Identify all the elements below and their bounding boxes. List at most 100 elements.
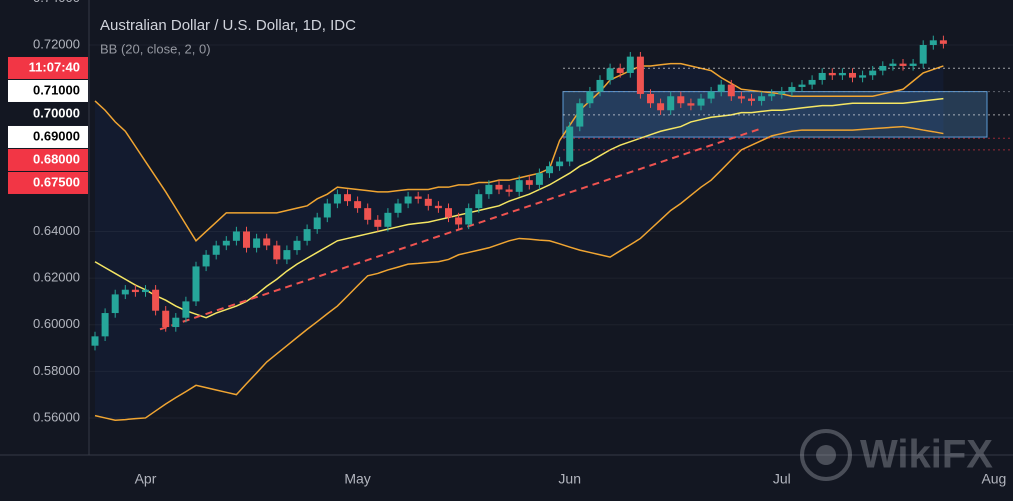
x-tick-label: Apr [135, 471, 157, 487]
candle-body [859, 75, 867, 78]
price-label-background [8, 171, 88, 194]
candle-body [323, 203, 331, 218]
price-scale: 0.56000 0.58000 0.60000 0.62000 0.64000 0.720… [0, 0, 90, 455]
price-label: 0.68000 [33, 151, 80, 166]
candle-body [748, 98, 755, 101]
candle-body [879, 65, 887, 71]
candle-body [243, 231, 250, 248]
candle-body [707, 91, 715, 99]
candle-body [374, 219, 382, 227]
countdown-background [8, 56, 88, 79]
candle-body [182, 301, 190, 318]
candle-body [535, 173, 543, 185]
candle-body [768, 93, 776, 97]
candle-body [253, 238, 261, 248]
candle-body [919, 44, 927, 64]
chart-title: Australian Dollar / U.S. Dollar, 1D, IDC [100, 17, 356, 34]
candle-body [162, 310, 170, 328]
candle-body [283, 250, 291, 260]
candle-body [758, 96, 766, 101]
candle-body [455, 217, 463, 225]
candle-body [445, 208, 452, 218]
candle-body [636, 56, 644, 94]
indicator-label: BB (20, close, 2, 0) [100, 41, 211, 56]
y-tick-label: 0.56000 [33, 409, 80, 424]
candle-body [677, 96, 685, 104]
candle-body [505, 189, 513, 192]
candle-body [778, 91, 786, 94]
candle-body [808, 79, 816, 85]
candle-body [424, 198, 432, 206]
candle-body [616, 68, 624, 73]
candle-body [293, 240, 301, 251]
candle-body [849, 72, 856, 78]
candle-body [909, 63, 917, 66]
candle-body [929, 40, 937, 45]
candle-body [333, 194, 341, 204]
price-label: 0.67500 [33, 174, 80, 189]
price-label-background [8, 125, 88, 148]
candle-body [939, 40, 947, 44]
y-tick-label: 0.72000 [33, 36, 80, 51]
watermark-ring [800, 429, 852, 481]
candle-body [152, 289, 160, 311]
band-fill [95, 63, 944, 421]
candle-body [869, 70, 877, 76]
candle-body [828, 72, 836, 76]
candle-body [798, 84, 806, 87]
price-label: 0.69000 [33, 128, 80, 143]
candle-body [838, 72, 846, 76]
candle-body [91, 336, 99, 346]
watermark-dot [816, 445, 836, 465]
y-tick-label: 0.58000 [33, 363, 80, 378]
plot-area [89, 35, 1013, 422]
candle-body [142, 289, 149, 293]
candle-body [364, 208, 372, 220]
bollinger-basis [94, 97, 944, 319]
candle-body [172, 317, 180, 328]
candle-body [263, 238, 271, 246]
candle-body [788, 86, 796, 92]
y-tick-label: 0.60000 [33, 316, 80, 331]
candle-body [596, 79, 604, 92]
candle-body [354, 201, 362, 209]
candle-body [475, 194, 483, 209]
candle-body [727, 84, 735, 97]
candle-body [303, 229, 311, 241]
trendline [159, 127, 761, 331]
candle-body [737, 96, 745, 99]
candle-body [222, 240, 230, 246]
watermark-icon [800, 429, 852, 481]
candle-body [818, 72, 826, 80]
x-tick-label: May [344, 471, 370, 487]
candle-body [131, 289, 139, 293]
price-label: 0.71000 [33, 82, 80, 97]
candle-body [899, 63, 907, 66]
x-tick-label: Jun [558, 471, 581, 487]
watermark: WikiFX [860, 433, 993, 477]
y-tick-label: 0.74000 [33, 0, 80, 5]
candle-body [606, 68, 614, 80]
countdown: 11:07:40 [29, 59, 80, 74]
candle-body [313, 217, 321, 230]
price-label: 0.70000 [33, 105, 80, 120]
candle-body [626, 56, 634, 73]
time-axis: Apr May Jun Jul Aug [0, 454, 1013, 487]
price-label-background [8, 148, 88, 171]
candle-body [697, 98, 705, 106]
candle-body [546, 166, 553, 174]
candle-body [273, 245, 281, 260]
candle-body [687, 103, 695, 106]
candle-body [121, 289, 129, 295]
candle-body [414, 196, 422, 199]
candle-body [576, 103, 584, 127]
price-label-background [8, 102, 88, 125]
candle-body [647, 93, 654, 104]
candle-body [586, 91, 594, 104]
candle-body [889, 63, 897, 66]
candle-body [525, 180, 533, 185]
candle-body [657, 103, 665, 111]
candle-body [566, 126, 574, 162]
